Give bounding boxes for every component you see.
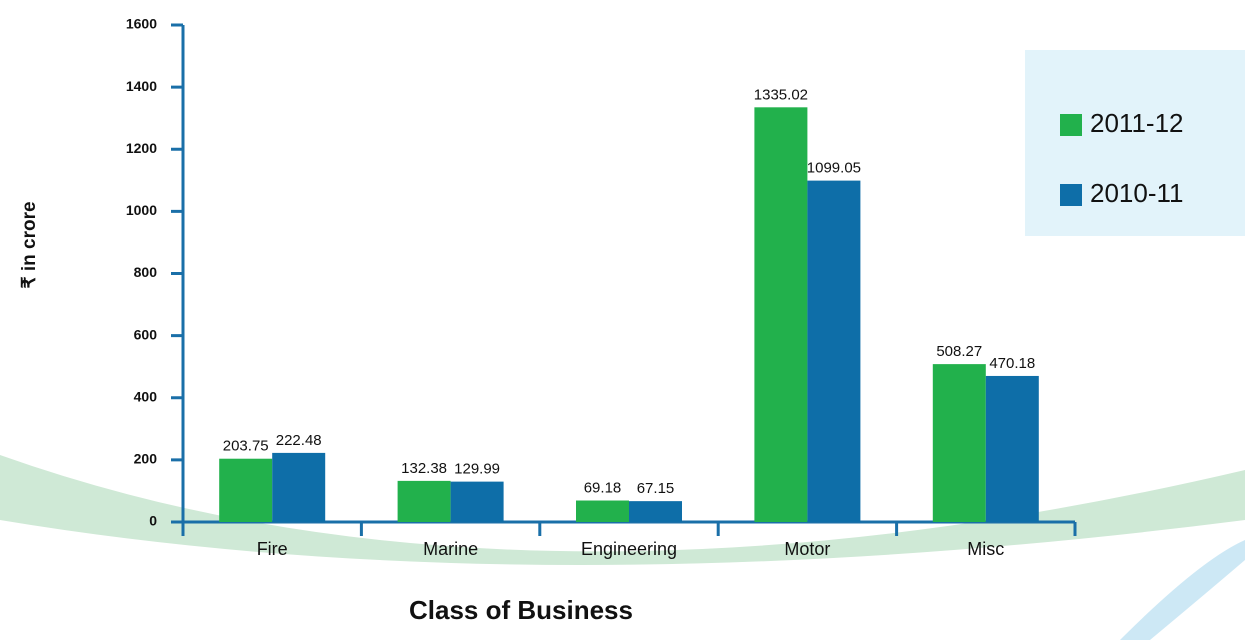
legend-label: 2011-12 [1090,108,1184,138]
value-label: 1099.05 [807,160,861,177]
bar [272,452,326,522]
y-tick-label: 1600 [126,16,157,32]
y-tick-label: 0 [149,513,157,529]
y-tick-label: 1000 [126,202,157,218]
bar [807,180,861,522]
bar [219,458,273,522]
y-tick-label: 600 [134,326,158,342]
value-label: 67.15 [637,480,675,497]
x-tick-label: Misc [967,539,1004,559]
bar [754,107,808,522]
x-tick-label: Motor [784,539,830,559]
value-label: 1335.02 [754,86,808,103]
legend-swatch [1060,114,1082,136]
bar [450,481,504,522]
y-tick-label: 1400 [126,78,157,94]
bar [932,364,986,522]
value-label: 132.38 [401,460,447,477]
x-axis-label: Class of Business [409,595,633,625]
legend-swatch [1060,184,1082,206]
legend-label: 2010-11 [1090,178,1184,208]
value-label: 69.18 [584,479,622,496]
x-tick-label: Fire [257,539,288,559]
decor-arc-green [0,455,1245,565]
value-label: 203.75 [223,438,269,455]
y-tick-label: 800 [134,264,158,280]
y-tick-label: 400 [134,388,158,404]
bar [397,480,451,522]
x-tick-label: Marine [423,539,478,559]
bar [576,500,629,522]
bar [629,501,682,522]
decor-arc-blue [1120,540,1245,640]
y-axis-label: ₹ in crore [19,201,40,288]
y-tick-label: 1200 [126,140,157,156]
x-tick-label: Engineering [581,539,677,559]
value-label: 470.18 [989,355,1035,372]
bar [985,375,1039,522]
legend-box [1025,50,1245,236]
value-label: 222.48 [276,432,322,449]
y-tick-label: 200 [134,451,158,467]
value-label: 508.27 [936,343,982,360]
value-label: 129.99 [454,461,500,478]
